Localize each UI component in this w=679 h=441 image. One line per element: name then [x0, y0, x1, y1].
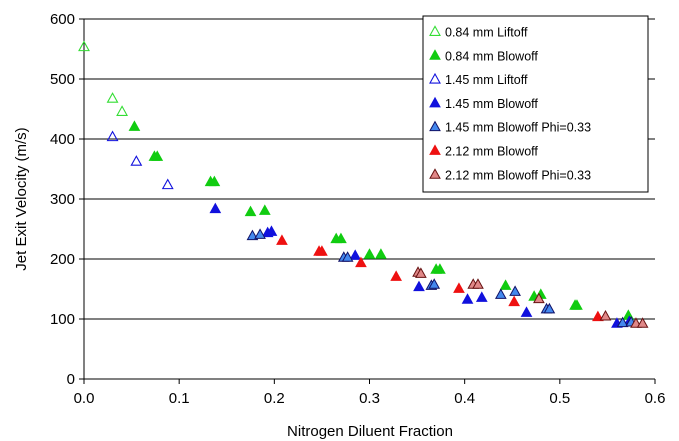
data-point	[453, 282, 465, 293]
x-tick-label: 0.5	[549, 390, 570, 407]
data-point	[520, 306, 533, 317]
data-point	[78, 40, 90, 52]
data-point	[209, 202, 222, 214]
data-point	[413, 280, 425, 292]
legend-box	[422, 15, 649, 193]
data-point	[599, 309, 612, 321]
x-tick-label: 0.6	[645, 390, 666, 407]
data-point	[494, 288, 507, 299]
x-tick-label: 0.3	[359, 390, 380, 407]
y-tick-label: 500	[50, 71, 75, 88]
x-tick-label: 0.0	[74, 390, 95, 407]
x-tick-label: 0.2	[264, 390, 285, 407]
legend-entry: 0.84 mm Liftoff	[445, 26, 528, 40]
data-point	[355, 256, 367, 268]
data-point	[636, 317, 649, 328]
data-point	[428, 278, 441, 289]
data-point	[265, 225, 278, 236]
data-point	[106, 130, 119, 142]
data-point	[543, 302, 556, 314]
legend-marker	[429, 168, 441, 179]
data-point	[116, 105, 129, 116]
series-7	[412, 266, 649, 328]
series-3	[106, 130, 174, 190]
data-point	[316, 245, 328, 256]
y-tick-label: 300	[50, 191, 75, 208]
y-tick-label: 100	[50, 311, 75, 328]
legend-marker	[429, 144, 441, 155]
data-point	[509, 285, 521, 296]
data-point	[244, 205, 257, 217]
data-point	[390, 270, 402, 281]
data-point	[592, 310, 604, 322]
legend-entry: 1.45 mm Blowoff	[445, 97, 538, 111]
legend-entry: 1.45 mm Liftoff	[445, 73, 528, 87]
x-tick-label: 0.4	[454, 390, 475, 407]
legend: 0.84 mm Liftoff 0.84 mm Blowoff 1.45 mm Li…	[422, 15, 649, 193]
y-tick-label: 400	[50, 131, 75, 148]
legend-marker	[429, 96, 441, 108]
series-6	[276, 234, 604, 322]
x-axis-label: Nitrogen Diluent Fraction	[287, 423, 453, 440]
data-point	[434, 263, 446, 274]
data-points	[78, 40, 649, 328]
data-point	[499, 279, 512, 290]
data-point	[151, 150, 164, 161]
x-tick-label: 0.1	[169, 390, 190, 407]
series-1	[78, 40, 129, 116]
legend-entry: 0.84 mm Blowoff	[445, 49, 538, 63]
legend-marker	[429, 49, 441, 60]
y-axis-label: Jet Exit Velocity (m/s)	[13, 127, 30, 270]
axes	[79, 18, 656, 384]
data-point	[106, 92, 119, 103]
data-point	[258, 204, 271, 215]
data-point	[208, 175, 221, 187]
data-point	[415, 267, 427, 278]
legend-marker	[429, 120, 441, 132]
data-point	[616, 316, 629, 328]
legend-marker	[429, 72, 441, 84]
data-point	[276, 234, 288, 245]
gridlines	[84, 18, 655, 320]
data-point	[254, 228, 266, 239]
series-5	[246, 228, 638, 328]
legend-entry: 2.12 mm Blowoff	[445, 145, 538, 159]
data-point	[246, 229, 259, 241]
y-tick-label: 600	[50, 11, 75, 28]
y-tick-labels: 0 100 200 300 400 500 600	[50, 11, 75, 388]
data-point	[461, 293, 474, 304]
legend-entry: 1.45 mm Blowoff Phi=0.33	[445, 121, 591, 135]
y-tick-label: 0	[67, 371, 75, 388]
legend-marker	[429, 25, 441, 36]
data-point	[375, 248, 387, 259]
y-tick-label: 200	[50, 251, 75, 268]
data-point	[475, 291, 488, 302]
data-point	[161, 178, 174, 190]
x-tick-labels: 0.0 0.1 0.2 0.3 0.4 0.5 0.6	[74, 390, 666, 407]
data-point	[128, 120, 141, 131]
data-point	[341, 251, 354, 262]
data-point	[533, 292, 545, 304]
data-point	[363, 248, 376, 259]
legend-entry: 2.12 mm Blowoff Phi=0.33	[445, 168, 591, 182]
data-point	[349, 249, 362, 260]
data-point	[130, 155, 143, 166]
data-point	[508, 295, 521, 307]
data-point	[571, 299, 583, 310]
series-2	[128, 120, 635, 320]
data-point	[335, 232, 347, 244]
data-point	[472, 278, 484, 289]
